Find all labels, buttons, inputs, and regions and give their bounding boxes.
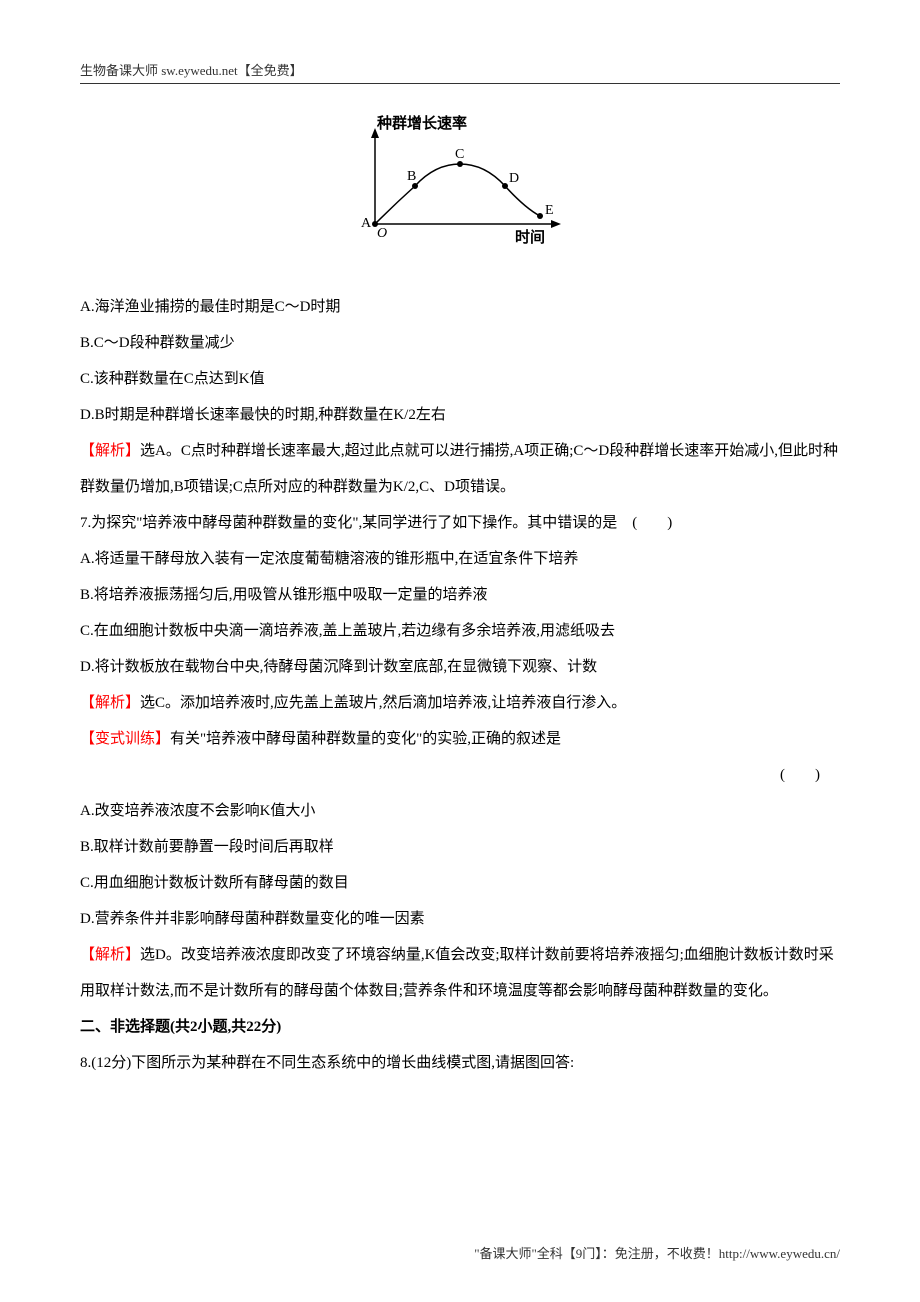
q6-analysis: 【解析】选A。C点时种群增长速率最大,超过此点就可以进行捕捞,A项正确;C～D段… <box>80 433 840 505</box>
variant-option-b: B.取样计数前要静置一段时间后再取样 <box>80 829 840 865</box>
q7-question: 7.为探究"培养液中酵母菌种群数量的变化",某同学进行了如下操作。其中错误的是 … <box>80 505 840 541</box>
variant-analysis-text: 选D。改变培养液浓度即改变了环境容纳量,K值会改变;取样计数前要将培养液摇匀;血… <box>80 947 834 999</box>
q6-option-d: D.B时期是种群增长速率最快的时期,种群数量在K/2左右 <box>80 397 840 433</box>
y-axis-label: 种群增长速率 <box>376 114 467 132</box>
variant-question-text: 有关"培养液中酵母菌种群数量的变化"的实验,正确的叙述是 <box>170 731 561 747</box>
header-text: 生物备课大师 sw.eywedu.net【全免费】 <box>80 60 840 79</box>
point-d-label: D <box>509 171 519 186</box>
point-a-label: A <box>361 216 372 231</box>
point-b-label: B <box>407 169 416 184</box>
point-e-label: E <box>545 203 554 218</box>
q8-question: 8.(12分)下图所示为某种群在不同生态系统中的增长曲线模式图,请据图回答: <box>80 1045 840 1081</box>
q7-analysis: 【解析】选C。添加培养液时,应先盖上盖玻片,然后滴加培养液,让培养液自行渗入。 <box>80 685 840 721</box>
q7-option-d: D.将计数板放在载物台中央,待酵母菌沉降到计数室底部,在显微镜下观察、计数 <box>80 649 840 685</box>
variant-label: 【变式训练】 <box>80 731 170 747</box>
variant-question: 【变式训练】有关"培养液中酵母菌种群数量的变化"的实验,正确的叙述是 <box>80 721 840 757</box>
chart-svg: A B C D E O 种群增长速率 时间 <box>345 114 575 254</box>
analysis-label: 【解析】 <box>80 947 140 963</box>
variant-option-a: A.改变培养液浓度不会影响K值大小 <box>80 793 840 829</box>
q7-option-c: C.在血细胞计数板中央滴一滴培养液,盖上盖玻片,若边缘有多余培养液,用滤纸吸去 <box>80 613 840 649</box>
footer-text: "备课大师"全科【9门】：免注册，不收费！http://www.eywedu.c… <box>474 1243 840 1262</box>
q6-option-a: A.海洋渔业捕捞的最佳时期是C～D时期 <box>80 289 840 325</box>
q6-analysis-text: 选A。C点时种群增长速率最大,超过此点就可以进行捕捞,A项正确;C～D段种群增长… <box>80 443 838 495</box>
x-axis-label: 时间 <box>515 228 545 246</box>
q6-option-b: B.C～D段种群数量减少 <box>80 325 840 361</box>
q7-option-a: A.将适量干酵母放入装有一定浓度葡萄糖溶液的锥形瓶中,在适宜条件下培养 <box>80 541 840 577</box>
variant-option-c: C.用血细胞计数板计数所有酵母菌的数目 <box>80 865 840 901</box>
analysis-label: 【解析】 <box>80 443 140 459</box>
header-divider <box>80 83 840 84</box>
variant-option-d: D.营养条件并非影响酵母菌种群数量变化的唯一因素 <box>80 901 840 937</box>
growth-rate-chart: A B C D E O 种群增长速率 时间 <box>80 114 840 259</box>
section-2-heading: 二、非选择题(共2小题,共22分) <box>80 1009 840 1045</box>
q7-analysis-text: 选C。添加培养液时,应先盖上盖玻片,然后滴加培养液,让培养液自行渗入。 <box>140 695 626 711</box>
point-c-label: C <box>455 147 464 162</box>
q6-option-c: C.该种群数量在C点达到K值 <box>80 361 840 397</box>
analysis-label: 【解析】 <box>80 695 140 711</box>
origin-label: O <box>377 226 387 241</box>
variant-analysis: 【解析】选D。改变培养液浓度即改变了环境容纳量,K值会改变;取样计数前要将培养液… <box>80 937 840 1009</box>
variant-paren: ( ) <box>80 757 840 793</box>
q7-option-b: B.将培养液振荡摇匀后,用吸管从锥形瓶中吸取一定量的培养液 <box>80 577 840 613</box>
